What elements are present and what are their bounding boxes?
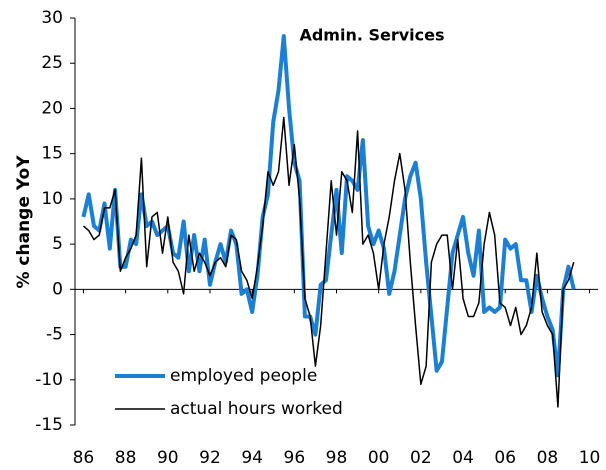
x-tick-label: 98 bbox=[326, 448, 348, 468]
x-tick-label: 08 bbox=[537, 448, 559, 468]
x-tick-label: 96 bbox=[284, 448, 306, 468]
y-tick-label: 20 bbox=[41, 98, 63, 118]
y-tick-label: 15 bbox=[41, 144, 63, 164]
x-tick-label: 86 bbox=[73, 448, 95, 468]
y-axis-label: % change YoY bbox=[14, 155, 34, 289]
y-tick-label: -5 bbox=[46, 325, 63, 345]
y-tick-label: 0 bbox=[52, 279, 63, 299]
line-series bbox=[81, 34, 576, 378]
x-tick-label: 92 bbox=[199, 448, 221, 468]
line-series bbox=[82, 116, 575, 408]
x-tick-label: 02 bbox=[410, 448, 432, 468]
x-tick-label: 94 bbox=[241, 448, 263, 468]
y-tick-label: 25 bbox=[41, 53, 63, 73]
y-tick-label: -10 bbox=[35, 370, 63, 390]
x-tick-label: 10 bbox=[579, 448, 601, 468]
x-tick-label: 00 bbox=[368, 448, 390, 468]
chart-title: Admin. Services bbox=[299, 26, 444, 45]
y-tick-label: 10 bbox=[41, 189, 63, 209]
y-tick-label: -15 bbox=[35, 415, 63, 435]
legend-label: actual hours worked bbox=[170, 399, 343, 419]
x-tick-label: 90 bbox=[157, 448, 179, 468]
legend-label: employed people bbox=[170, 366, 317, 386]
y-tick-label: 5 bbox=[52, 234, 63, 254]
x-tick-label: 06 bbox=[494, 448, 516, 468]
y-tick-label: 30 bbox=[41, 8, 63, 28]
x-tick-label: 04 bbox=[452, 448, 474, 468]
x-tick-label: 88 bbox=[115, 448, 137, 468]
